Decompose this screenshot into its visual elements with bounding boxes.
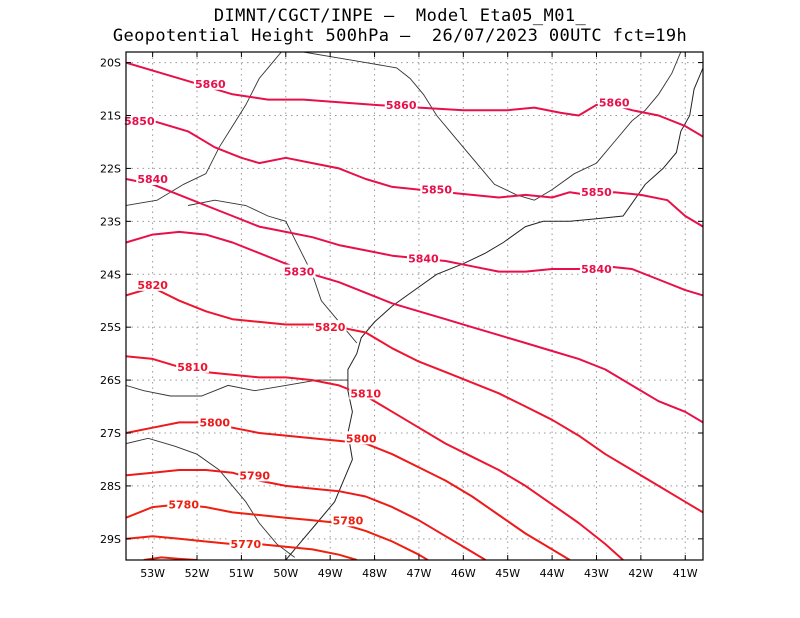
contour-label-5810: 5810 bbox=[350, 387, 381, 400]
contour-label-bg bbox=[198, 415, 232, 429]
lon-tick-label: 48W bbox=[362, 567, 387, 580]
lon-tick-label: 52W bbox=[185, 567, 210, 580]
contour-label-bg bbox=[580, 185, 613, 199]
lat-tick-label: 27S bbox=[100, 427, 121, 440]
contour-label-5810: 5810 bbox=[177, 361, 208, 374]
contour-label-5840: 5840 bbox=[581, 263, 612, 276]
contour-label-bg bbox=[122, 113, 156, 127]
contour-label-5850: 5850 bbox=[124, 115, 155, 128]
contour-label-bg bbox=[597, 95, 631, 109]
grid-lines bbox=[126, 52, 703, 560]
contour-5820 bbox=[126, 286, 703, 514]
contour-label-bg bbox=[282, 264, 316, 278]
contour-label-bg bbox=[384, 97, 418, 111]
contour-label-5850: 5850 bbox=[421, 184, 452, 197]
state-borders bbox=[126, 52, 682, 558]
lon-tick-label: 44W bbox=[540, 567, 565, 580]
lon-tick-label: 51W bbox=[229, 567, 254, 580]
contour-lines bbox=[126, 61, 703, 560]
lon-tick-label: 46W bbox=[451, 567, 476, 580]
coastline bbox=[285, 67, 703, 560]
contour-label-5840: 5840 bbox=[408, 252, 439, 265]
contour-label-5770: 5770 bbox=[231, 538, 262, 551]
lat-tick-label: 21S bbox=[100, 110, 121, 123]
contour-label-bg bbox=[176, 359, 209, 373]
coastline-segment bbox=[285, 67, 703, 560]
contour-label-bg bbox=[167, 497, 201, 511]
lat-tick-label: 28S bbox=[100, 480, 121, 493]
lon-tick-label: 50W bbox=[273, 567, 298, 580]
state-border bbox=[126, 437, 295, 558]
contour-5780 bbox=[126, 503, 429, 560]
lat-tick-label: 20S bbox=[100, 57, 121, 70]
lon-tick-label: 53W bbox=[140, 567, 165, 580]
contour-label-bg bbox=[344, 431, 378, 445]
contour-label-bg bbox=[331, 513, 365, 527]
contour-label-5830: 5830 bbox=[284, 266, 315, 279]
map-frame bbox=[125, 51, 704, 561]
lat-tick-label: 22S bbox=[100, 162, 121, 175]
contour-5790 bbox=[126, 469, 487, 560]
contour-5830 bbox=[126, 230, 703, 424]
lat-tick-label: 25S bbox=[100, 321, 121, 334]
contour-label-5840: 5840 bbox=[137, 173, 168, 186]
lon-tick-label: 41W bbox=[673, 567, 698, 580]
contour-label-5790: 5790 bbox=[239, 469, 270, 482]
lon-tick-label: 47W bbox=[407, 567, 432, 580]
contour-5860 bbox=[126, 61, 703, 138]
lat-tick-label: 23S bbox=[100, 215, 121, 228]
contour-label-5780: 5780 bbox=[168, 498, 199, 511]
lon-tick-label: 42W bbox=[628, 567, 653, 580]
axis-ticks: 53W 52W 51W 50W 49W 48W 47W 46W 45W 44W 43W 42W 41W 2… bbox=[100, 52, 703, 580]
map-title-line-1: DIMNT/CGCT/INPE – Model Eta05_M01_ bbox=[213, 6, 587, 26]
contour-label-bg bbox=[229, 537, 263, 551]
contour-label-bg bbox=[136, 277, 170, 291]
lon-tick-label: 45W bbox=[495, 567, 520, 580]
contour-label-bg bbox=[313, 320, 347, 334]
contour-label-bg bbox=[136, 172, 170, 185]
contour-label-5860: 5860 bbox=[599, 96, 630, 109]
lat-tick-label: 26S bbox=[100, 374, 121, 387]
contour-5810 bbox=[126, 355, 624, 560]
contour-label-bg bbox=[406, 251, 440, 265]
state-border bbox=[534, 52, 682, 201]
contour-label-bg bbox=[238, 468, 272, 482]
contour-label-bg bbox=[580, 261, 613, 275]
contour-label-5820: 5820 bbox=[137, 279, 168, 292]
contour-label-5780: 5780 bbox=[333, 514, 364, 527]
contour-label-5800: 5800 bbox=[199, 416, 230, 429]
contour-label-5820: 5820 bbox=[315, 321, 346, 334]
contour-label-bg bbox=[420, 182, 454, 196]
contour-5850 bbox=[126, 114, 703, 228]
lat-tick-label: 24S bbox=[100, 268, 121, 281]
state-border bbox=[188, 199, 358, 344]
state-border bbox=[281, 52, 535, 201]
contour-label-5800: 5800 bbox=[346, 432, 377, 445]
contour-label-bg bbox=[193, 76, 227, 90]
map-title-line-2: Geopotential Height 500hPa – 26/07/2023 … bbox=[112, 26, 688, 46]
lat-tick-label: 29S bbox=[100, 533, 121, 546]
lon-tick-label: 49W bbox=[318, 567, 343, 580]
contour-label-5860: 5860 bbox=[195, 78, 226, 91]
state-border bbox=[126, 379, 348, 397]
contour-label-bg bbox=[349, 386, 383, 400]
contour-label-5850: 5850 bbox=[581, 186, 612, 199]
contour-labels: 5860 5860 5860 5850 5850 5850 5840 5840 5840 5830… bbox=[122, 76, 631, 551]
lon-tick-label: 43W bbox=[584, 567, 609, 580]
contour-label-5860: 5860 bbox=[386, 99, 417, 112]
